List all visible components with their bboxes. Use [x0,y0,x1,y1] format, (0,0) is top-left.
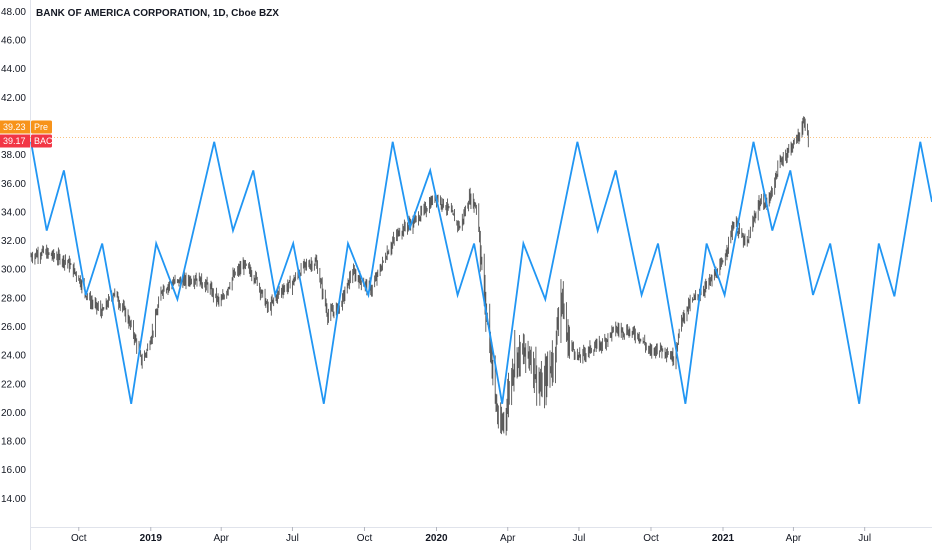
chart-title: BANK OF AMERICA CORPORATION, 1D, Cboe BZ… [36,8,279,19]
y-tick-label: 24.00 [1,351,26,362]
y-tick-label: 48.00 [1,7,26,18]
x-tick-label: Jul [858,533,871,544]
badge-tag-box [31,134,52,148]
x-tick-label: Jul [573,533,586,544]
y-tick-label: 32.00 [1,236,26,247]
y-tick-label: 26.00 [1,322,26,333]
price-badges: 39.23 Pre 39.17 BAC [0,120,53,148]
badge-value: 39.23 [3,122,26,132]
y-tick-label: 34.00 [1,207,26,218]
x-tick-label: 2019 [140,533,163,544]
y-tick-label: 38.00 [1,150,26,161]
x-tick-label: 2020 [425,533,448,544]
y-tick-label: 44.00 [1,64,26,75]
y-tick-label: 22.00 [1,379,26,390]
x-tick-label: Oct [357,533,373,544]
x-tick-label: Oct [643,533,659,544]
price-badge-pre: 39.23 Pre [0,120,52,134]
x-tick-label: 2021 [712,533,735,544]
y-tick-label: 36.00 [1,179,26,190]
y-tick-label: 46.00 [1,36,26,47]
y-tick-label: 42.00 [1,93,26,104]
y-axis: 48.0046.0044.0042.0040.0038.0036.0034.00… [1,7,26,505]
cycle-projection-line [30,141,932,404]
badge-value: 39.17 [3,136,26,146]
price-badge-bac: 39.17 BAC [0,134,53,148]
y-tick-label: 16.00 [1,465,26,476]
x-tick-label: Apr [500,533,516,544]
x-tick-label: Apr [786,533,802,544]
badge-value-box [0,120,30,134]
x-axis: Oct 2019 Apr Jul Oct 2020 Apr Jul Oct 2021 Apr Jul [71,527,871,544]
badge-value-box [0,134,30,148]
y-tick-label: 30.00 [1,265,26,276]
y-tick-label: 14.00 [1,494,26,505]
badge-tag-box [31,120,52,134]
badge-tag: BAC [34,136,53,146]
x-tick-label: Apr [213,533,229,544]
price-series [30,116,809,436]
y-tick-label: 28.00 [1,293,26,304]
x-tick-label: Oct [71,533,87,544]
badge-tag: Pre [34,122,48,132]
x-tick-label: Jul [286,533,299,544]
y-tick-label: 20.00 [1,408,26,419]
y-tick-label: 18.00 [1,437,26,448]
